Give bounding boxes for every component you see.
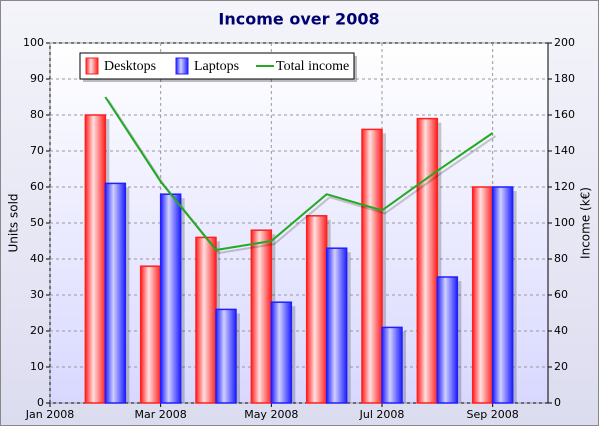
y-tick-label: 80 <box>30 108 44 121</box>
bar <box>84 114 107 404</box>
bar <box>215 308 237 404</box>
bar <box>361 128 383 404</box>
bar <box>436 276 459 404</box>
y2-tick-label: 100 <box>554 216 575 229</box>
y-axis-label: Units sold <box>7 193 21 252</box>
x-tick-label: Sep 2008 <box>467 408 519 421</box>
bar <box>104 182 127 404</box>
y2-tick-label: 140 <box>554 144 575 157</box>
x-tick-label: May 2008 <box>244 408 298 421</box>
y2-tick-label: 0 <box>554 396 561 409</box>
x-tick-label: Jan 2008 <box>25 408 74 421</box>
legend-swatch <box>175 57 189 75</box>
y-tick-label: 60 <box>30 180 44 193</box>
legend-swatch <box>85 57 99 75</box>
legend-label: Laptops <box>194 59 239 74</box>
bar <box>325 247 348 404</box>
y2-axis-label: Income (k€) <box>579 187 593 259</box>
bar <box>139 265 162 404</box>
y-tick-label: 30 <box>30 288 44 301</box>
grid: 0 10 20 30 40 50 60 70 80 90 100 0 20 40 60 80 100 120 140… <box>23 36 575 421</box>
y2-tick-label: 80 <box>554 252 568 265</box>
x-tick-label: Jul 2008 <box>359 408 405 421</box>
y-tick-label: 20 <box>30 324 44 337</box>
chart-title: Income over 2008 <box>218 10 379 29</box>
y-tick-label: 40 <box>30 252 44 265</box>
legend-box <box>79 52 355 80</box>
legend-label: Total income <box>276 59 349 74</box>
y-tick-label: 100 <box>23 36 44 49</box>
y-tick-label: 70 <box>30 144 44 157</box>
bar <box>195 236 217 404</box>
bar <box>305 215 328 404</box>
y-tick-label: 90 <box>30 72 44 85</box>
y2-tick-label: 20 <box>554 360 568 373</box>
y2-tick-label: 160 <box>554 108 575 121</box>
y2-tick-label: 40 <box>554 324 568 337</box>
y-tick-label: 50 <box>30 216 44 229</box>
legend: Desktops Laptops Total income <box>79 52 357 82</box>
y2-tick-label: 120 <box>554 180 575 193</box>
bar <box>250 229 273 404</box>
bar <box>159 193 182 404</box>
bar <box>270 301 293 404</box>
y-tick-label: 10 <box>30 360 44 373</box>
bar <box>471 186 494 404</box>
y-tick-label: 0 <box>37 396 44 409</box>
legend-label: Desktops <box>104 59 156 74</box>
bar <box>381 326 403 404</box>
x-tick-label: Mar 2008 <box>135 408 187 421</box>
bar <box>491 186 514 404</box>
y2-tick-label: 200 <box>554 36 575 49</box>
line <box>104 96 494 252</box>
y2-tick-label: 180 <box>554 72 575 85</box>
bar <box>416 117 439 404</box>
y2-tick-label: 60 <box>554 288 568 301</box>
marks <box>84 96 517 404</box>
